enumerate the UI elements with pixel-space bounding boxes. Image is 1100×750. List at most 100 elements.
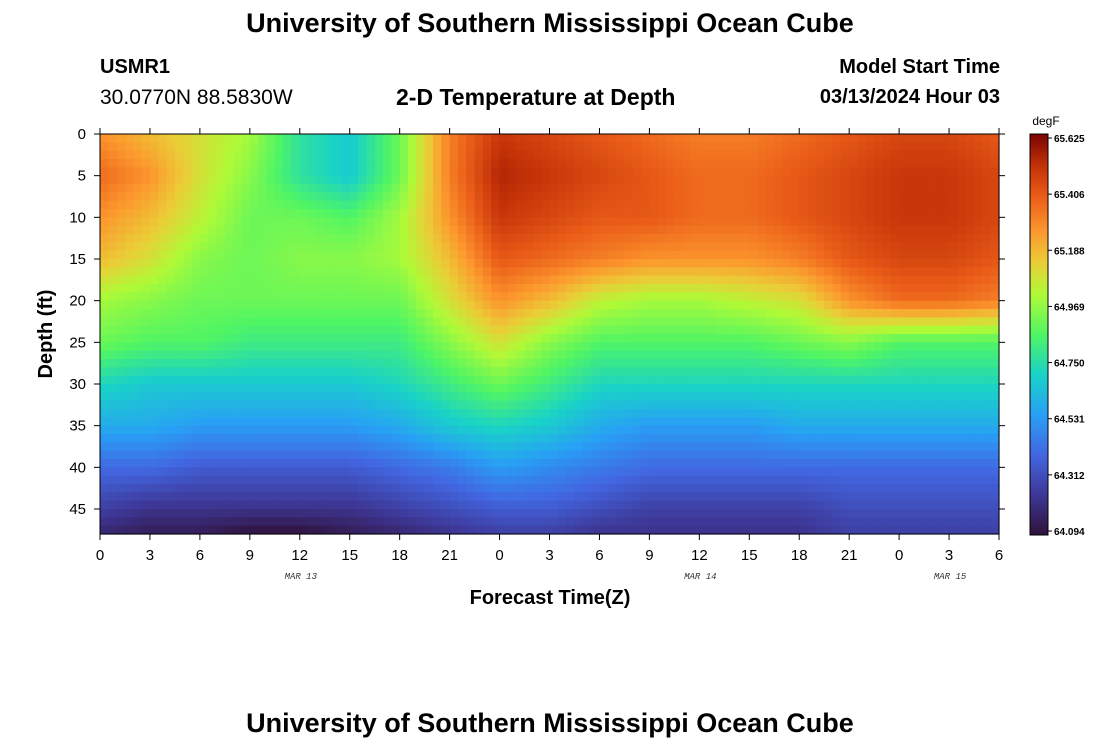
heatmap-cell — [183, 209, 193, 218]
heatmap-cell — [316, 375, 326, 385]
heatmap-cell — [183, 250, 193, 260]
heatmap-cell — [691, 417, 700, 427]
heatmap-cell — [324, 334, 334, 343]
heatmap-cell — [108, 467, 118, 477]
heatmap-cell — [874, 367, 884, 377]
heatmap-cell — [882, 350, 892, 360]
heatmap-cell — [857, 350, 867, 360]
heatmap-cell — [890, 200, 900, 210]
heatmap-cell — [366, 317, 376, 327]
heatmap-cell — [899, 184, 909, 193]
heatmap-cell — [840, 325, 850, 335]
heatmap-cell — [965, 459, 975, 468]
heatmap-cell — [366, 392, 376, 402]
heatmap-cell — [316, 334, 326, 343]
heatmap-cell — [749, 350, 759, 360]
heatmap-cell — [399, 192, 409, 202]
heatmap-cell — [258, 467, 268, 477]
heatmap-cell — [974, 259, 983, 268]
heatmap-cell — [982, 509, 992, 518]
heatmap-cell — [199, 384, 209, 393]
heatmap-cell — [682, 417, 692, 427]
heatmap-cell — [482, 409, 492, 418]
heatmap-cell — [632, 500, 642, 510]
heatmap-cell — [799, 359, 809, 368]
heatmap-cell — [749, 292, 759, 302]
heatmap-cell — [482, 167, 492, 177]
heatmap-cell — [166, 409, 176, 418]
heatmap-cell — [474, 275, 484, 285]
heatmap-cell — [949, 492, 958, 502]
heatmap-cell — [874, 267, 884, 277]
heatmap-cell — [699, 484, 709, 493]
heatmap-cell — [424, 475, 434, 485]
heatmap-cell — [474, 342, 484, 352]
heatmap-cell — [824, 259, 834, 268]
heatmap-cell — [774, 309, 784, 318]
heatmap-cell — [341, 509, 351, 518]
heatmap-cell — [308, 284, 318, 293]
heatmap-cell — [799, 492, 809, 502]
heatmap-cell — [507, 500, 517, 510]
heatmap-cell — [191, 192, 201, 202]
heatmap-cell — [407, 325, 417, 335]
heatmap-cell — [358, 409, 367, 418]
heatmap-cell — [549, 325, 559, 335]
heatmap-cell — [857, 184, 867, 193]
heatmap-cell — [666, 400, 675, 410]
heatmap-cell — [557, 300, 567, 310]
heatmap-cell — [124, 300, 134, 310]
heatmap-cell — [474, 192, 484, 202]
heatmap-cell — [799, 300, 809, 310]
heatmap-cell — [632, 242, 642, 252]
heatmap-cell — [166, 209, 176, 218]
heatmap-cell — [649, 417, 659, 427]
heatmap-cell — [191, 442, 201, 452]
heatmap-cell — [641, 434, 650, 443]
heatmap-cell — [416, 350, 426, 360]
heatmap-cell — [541, 167, 551, 177]
heatmap-cell — [266, 425, 276, 435]
heatmap-cell — [982, 359, 992, 368]
heatmap-cell — [566, 217, 576, 227]
heatmap-cell — [757, 134, 767, 143]
heatmap-cell — [724, 434, 734, 443]
heatmap-cell — [840, 300, 850, 310]
heatmap-cell — [166, 134, 176, 143]
heatmap-cell — [732, 217, 742, 227]
heatmap-cell — [149, 167, 159, 177]
heatmap-cell — [407, 300, 417, 310]
heatmap-cell — [982, 350, 992, 360]
heatmap-cell — [957, 500, 967, 510]
heatmap-cell — [674, 200, 684, 210]
heatmap-cell — [566, 275, 576, 285]
heatmap-cell — [399, 442, 409, 452]
heatmap-cell — [407, 509, 417, 518]
heatmap-cell — [599, 342, 609, 352]
heatmap-cell — [333, 309, 342, 318]
heatmap-cell — [183, 159, 193, 168]
heatmap-cell — [982, 450, 992, 460]
heatmap-cell — [707, 375, 717, 385]
heatmap-cell — [832, 334, 842, 343]
heatmap-cell — [682, 309, 692, 318]
heatmap-cell — [940, 192, 950, 202]
heatmap-cell — [441, 300, 451, 310]
heatmap-cell — [607, 459, 617, 468]
heatmap-cell — [457, 225, 467, 235]
heatmap-cell — [432, 500, 442, 510]
heatmap-cell — [582, 150, 592, 160]
heatmap-cell — [174, 275, 184, 285]
heatmap-cell — [266, 167, 276, 177]
heatmap-cell — [674, 484, 684, 493]
heatmap-cell — [674, 159, 684, 168]
heatmap-cell — [666, 159, 675, 168]
heatmap-cell — [641, 209, 650, 218]
heatmap-cell — [183, 342, 193, 352]
heatmap-cell — [566, 350, 576, 360]
heatmap-cell — [358, 317, 367, 327]
heatmap-cell — [549, 150, 559, 160]
heatmap-cell — [158, 209, 168, 218]
heatmap-cell — [890, 500, 900, 510]
heatmap-cell — [316, 467, 326, 477]
